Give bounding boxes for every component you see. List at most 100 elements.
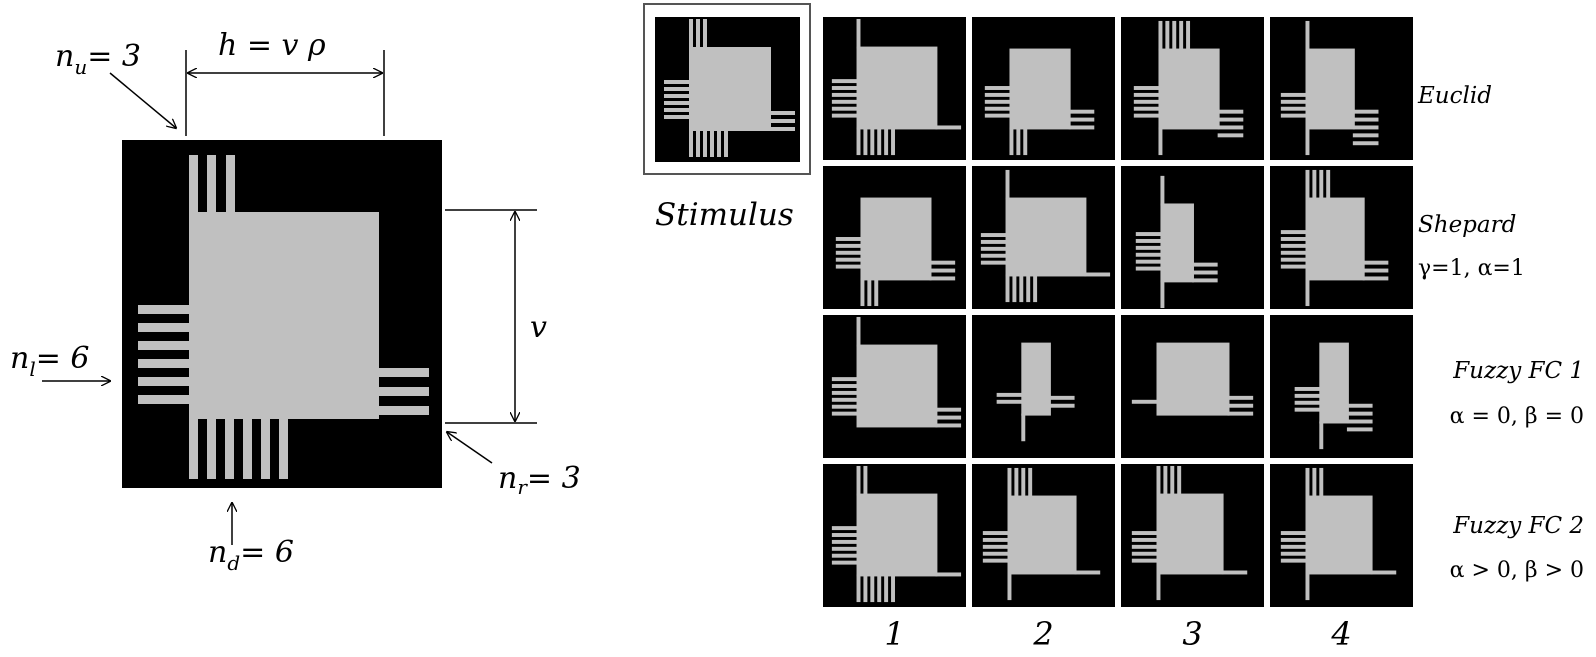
thumb-left-stripe xyxy=(984,99,1012,104)
thumb-left-stripe xyxy=(982,558,1010,563)
thumb-square xyxy=(1007,495,1077,575)
thumb-left-stripe xyxy=(1294,407,1322,412)
thumb-upper-stripe xyxy=(1160,175,1165,206)
thumb-right-stripe xyxy=(1217,133,1244,138)
thumb-left-stripe xyxy=(982,531,1010,536)
right-stripes xyxy=(376,368,429,415)
thumb-left-stripe xyxy=(1280,243,1308,248)
thumb-lower-stripe xyxy=(863,574,868,603)
grid-cell xyxy=(972,464,1115,607)
thumb-right-stripe xyxy=(1227,395,1254,400)
thumb-left-stripe xyxy=(664,115,691,119)
thumb-right-stripe xyxy=(1068,117,1095,122)
thumb-lower-stripe xyxy=(877,574,882,603)
thumb-right-stripe xyxy=(1346,411,1373,416)
thumb-lower-stripe xyxy=(856,127,861,156)
thumb-left-stripe xyxy=(831,79,859,84)
thumb-left-stripe xyxy=(980,233,1008,238)
thumb-upper-stripe xyxy=(1177,465,1182,496)
thumb-right-stripe xyxy=(1192,262,1218,267)
thumb-upper-stripe xyxy=(1163,465,1168,496)
thumb-left-stripe xyxy=(1133,92,1161,97)
thumb-upper-stripe xyxy=(1172,20,1177,51)
thumb-left-stripe xyxy=(1131,399,1159,404)
upper-stripes xyxy=(189,155,235,215)
dimension-lines xyxy=(42,50,537,545)
thumb-upper-stripe xyxy=(1319,169,1324,200)
thumb-lower-stripe xyxy=(1019,274,1024,303)
nu-pointer xyxy=(109,72,176,128)
grid-cell xyxy=(1121,464,1264,607)
thumb-left-stripe xyxy=(835,257,863,262)
thumb-left-stripe xyxy=(984,92,1012,97)
thumb-lower-stripe xyxy=(724,129,728,157)
thumb-lower-stripe xyxy=(891,574,895,603)
grid-cell xyxy=(972,17,1115,160)
thumb-right-stripe xyxy=(1352,133,1379,138)
thumb-left-stripe xyxy=(831,546,859,551)
thumb-upper-stripe xyxy=(1179,20,1184,51)
stimulus-glyph xyxy=(655,17,800,162)
thumb-left-stripe xyxy=(1280,537,1308,542)
thumb-square xyxy=(1156,342,1230,416)
thumb-square xyxy=(689,47,771,131)
row-label-name: Shepard xyxy=(1418,212,1516,238)
nd-label: nd= 6 xyxy=(208,535,294,575)
thumb-left-stripe xyxy=(831,113,859,118)
thumb-left-stripe xyxy=(831,86,859,90)
left-stripes xyxy=(138,305,192,404)
thumb-upper-stripe xyxy=(1319,467,1324,498)
grid-cell xyxy=(972,315,1115,458)
thumb-right-stripe xyxy=(1352,141,1379,146)
thumb-square xyxy=(1158,48,1220,130)
thumb-lower-stripe xyxy=(1023,127,1028,156)
thumb-right-stripe xyxy=(1068,125,1095,130)
thumb-lower-stripe xyxy=(1016,127,1021,156)
thumb-left-stripe xyxy=(831,533,859,537)
thumb-left-stripe xyxy=(1133,86,1161,90)
thumb-right-stripe xyxy=(769,119,795,123)
thumb-lower-stripe xyxy=(877,127,882,156)
thumb-right-stripe xyxy=(1362,268,1389,273)
row-label-params: α = 0, β = 0 xyxy=(1450,404,1584,429)
thumb-left-stripe xyxy=(1280,92,1308,97)
thumb-upper-stripe xyxy=(1170,465,1175,496)
thumb-left-stripe xyxy=(664,87,691,91)
thumb-lower-stripe xyxy=(703,129,707,157)
thumb-lower-stripe xyxy=(1305,572,1310,601)
column-label: 4 xyxy=(1330,615,1351,653)
thumb-left-stripe xyxy=(831,411,859,416)
thumb-square xyxy=(1319,342,1349,424)
thumb-left-stripe xyxy=(831,99,859,104)
nl-label: nl= 6 xyxy=(10,341,90,381)
stimulus-thumbnail xyxy=(655,17,800,162)
thumb-left-stripe xyxy=(996,399,1024,404)
grid-cell xyxy=(1270,166,1413,309)
thumb-left-stripe xyxy=(831,377,859,382)
thumb-left-stripe xyxy=(1135,232,1163,237)
thumb-left-stripe xyxy=(1294,386,1322,391)
thumb-lower-stripe xyxy=(1305,278,1310,307)
thumb-right-stripe xyxy=(1352,117,1379,122)
thumb-left-stripe xyxy=(1131,544,1159,549)
thumb-left-stripe xyxy=(831,384,859,388)
thumb-square xyxy=(1305,197,1365,281)
thumb-right-stripe xyxy=(1346,403,1373,408)
thumb-left-stripe xyxy=(1280,264,1308,269)
thumb-upper-stripe xyxy=(863,465,868,496)
thumb-left-stripe xyxy=(1135,266,1163,271)
thumb-lower-stripe xyxy=(1009,127,1014,156)
thumb-square xyxy=(1009,48,1071,130)
thumb-right-stripe xyxy=(1352,109,1379,114)
row-label-name: Fuzzy FC 1 xyxy=(1452,358,1584,384)
thumb-square xyxy=(856,344,938,428)
grid-cell xyxy=(1121,166,1264,309)
thumb-square xyxy=(1021,342,1051,416)
thumb-left-stripe xyxy=(664,80,691,84)
thumb-upper-stripe xyxy=(1326,169,1331,200)
thumb-left-stripe xyxy=(831,92,859,97)
thumb-left-stripe xyxy=(1280,544,1308,549)
thumb-left-stripe xyxy=(835,237,863,241)
thumb-lower-stripe xyxy=(884,574,889,603)
